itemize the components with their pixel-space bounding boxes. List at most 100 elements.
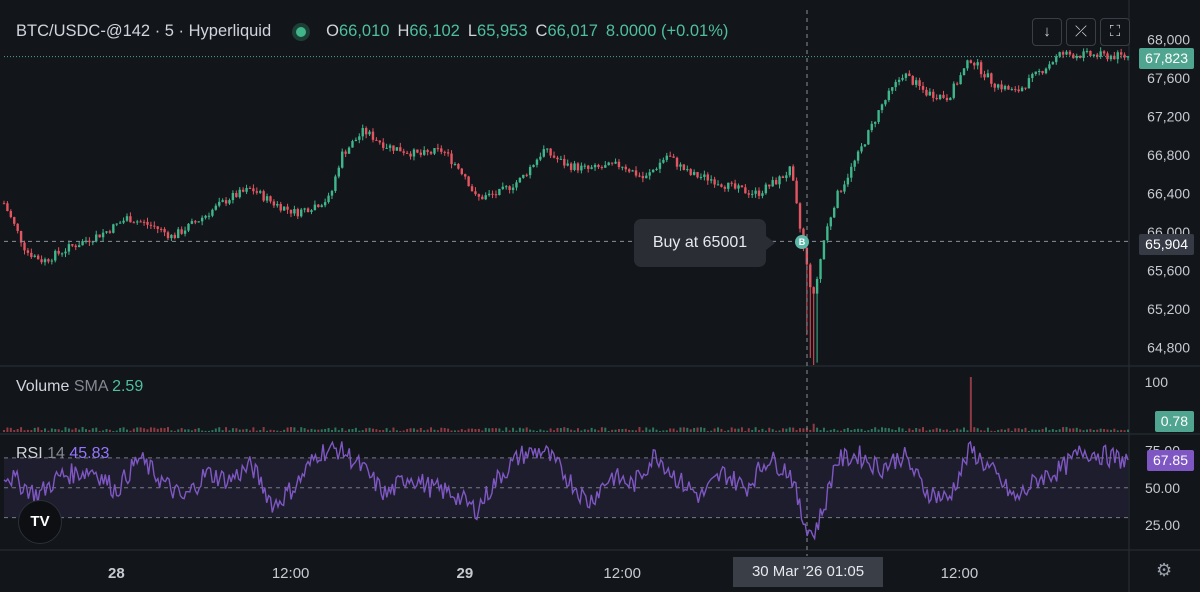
fullscreen-icon[interactable]: ⛶ xyxy=(1100,18,1130,46)
volume-bar xyxy=(1010,430,1013,432)
candle-body xyxy=(412,149,416,157)
candle-body xyxy=(928,91,932,96)
candle-body xyxy=(2,203,6,205)
candle-body xyxy=(265,196,269,201)
volume-bar xyxy=(132,428,135,432)
candle-body xyxy=(125,216,129,221)
volume-bar xyxy=(40,430,43,432)
down-arrow-icon[interactable]: ↓ xyxy=(1032,18,1062,46)
volume-bar xyxy=(491,428,494,432)
volume-bar xyxy=(419,427,422,432)
volume-bar xyxy=(758,430,761,432)
candle-body xyxy=(245,187,248,192)
volume-bar xyxy=(98,430,101,432)
candle-body xyxy=(812,287,815,294)
volume-bar xyxy=(925,430,928,432)
candle-body xyxy=(686,169,689,171)
candle-body xyxy=(901,77,904,80)
candle-body xyxy=(867,130,870,145)
volume-bar xyxy=(635,430,638,432)
candle-body xyxy=(269,196,272,202)
candle-body xyxy=(467,176,470,187)
volume-bar xyxy=(904,430,907,432)
volume-bar xyxy=(874,427,877,432)
candle-body xyxy=(679,164,682,167)
candle-body xyxy=(590,167,593,169)
volume-bar xyxy=(1055,430,1058,432)
price-axis-tick: 64,800 xyxy=(1147,340,1190,356)
volume-bar xyxy=(153,427,156,432)
candle-body xyxy=(1003,86,1007,90)
candle-body xyxy=(344,151,347,154)
rsi-value: 45.83 xyxy=(69,445,110,462)
candle-body xyxy=(983,74,986,78)
volume-bar xyxy=(197,428,200,432)
candle-body xyxy=(921,86,925,90)
settings-gear-icon[interactable]: ⚙ xyxy=(1156,560,1173,580)
candle-body xyxy=(935,97,938,100)
volume-bar xyxy=(105,429,108,432)
buy-marker-icon[interactable]: B xyxy=(795,235,809,249)
volume-bar xyxy=(840,430,843,432)
collapse-icon[interactable]: ⤫ xyxy=(1066,18,1096,46)
candle-body xyxy=(1017,89,1020,92)
candle-body xyxy=(33,255,36,257)
volume-bar xyxy=(969,377,972,432)
candle-body xyxy=(313,204,317,211)
volume-bar xyxy=(71,429,74,432)
volume-bar xyxy=(289,427,292,432)
volume-bar xyxy=(751,429,754,432)
volume-bar xyxy=(436,430,439,432)
candle-body xyxy=(163,229,166,233)
volume-bar xyxy=(64,427,67,432)
candle-body xyxy=(873,122,877,124)
candle-body xyxy=(542,149,545,157)
candle-body xyxy=(699,176,703,178)
candle-body xyxy=(77,245,81,248)
volume-bar xyxy=(505,427,508,432)
volume-bar xyxy=(679,427,682,432)
candle-body xyxy=(235,193,238,198)
price-axis-tick: 67,600 xyxy=(1147,70,1190,86)
volume-bar xyxy=(512,427,515,432)
candle-body xyxy=(658,162,662,169)
candle-body xyxy=(993,83,996,88)
candle-body xyxy=(1051,62,1055,65)
volume-bar xyxy=(276,430,279,432)
candle-body xyxy=(81,241,84,246)
candle-body xyxy=(368,131,371,135)
candle-body xyxy=(129,216,132,223)
price-axis-tick: 66,400 xyxy=(1147,186,1190,202)
trade-tooltip: Buy at 65001 xyxy=(634,219,775,267)
candle-body xyxy=(638,175,641,177)
volume-bar xyxy=(207,430,210,432)
candle-body xyxy=(218,201,221,206)
candle-body xyxy=(419,152,423,155)
volume-bar xyxy=(843,428,846,432)
candle-body xyxy=(768,184,771,187)
candle-body xyxy=(282,206,286,211)
low-value: 65,953 xyxy=(477,22,528,40)
candle-body xyxy=(6,203,9,212)
volume-bar xyxy=(949,430,952,432)
volume-bar xyxy=(792,427,795,432)
volume-bar xyxy=(190,430,193,432)
candle-body xyxy=(836,190,839,208)
candle-body xyxy=(655,168,658,170)
candle-body xyxy=(40,259,43,263)
volume-bar xyxy=(67,428,70,432)
volume-bar xyxy=(768,427,771,432)
volume-bar xyxy=(956,428,959,432)
volume-bar xyxy=(235,428,238,432)
candle-body xyxy=(200,217,204,222)
symbol-title[interactable]: BTC/USDC-@142 · 5 · Hyperliquid xyxy=(16,22,272,40)
candle-body xyxy=(491,193,494,195)
volume-bar xyxy=(392,427,395,432)
sma-value: 2.59 xyxy=(112,378,144,395)
candle-body xyxy=(549,148,552,156)
volume-bar xyxy=(464,430,467,432)
candle-body xyxy=(1099,51,1102,57)
candle-body xyxy=(47,259,50,262)
tradingview-logo[interactable]: TV xyxy=(18,500,62,544)
